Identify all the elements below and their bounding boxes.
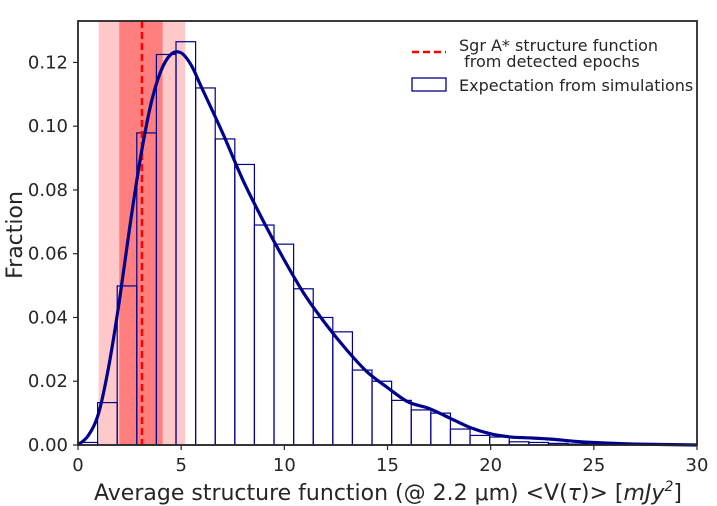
y-tick-label: 0.12 (28, 52, 68, 73)
y-ticks: 0.00 0.02 0.04 0.06 0.08 0.10 0.12 (28, 52, 78, 456)
x-axis-label-mid: )> [ (581, 481, 624, 506)
y-tick-label: 0.10 (28, 116, 68, 137)
y-tick-label: 0.02 (28, 371, 68, 392)
x-tick-label: 25 (582, 455, 605, 476)
legend-label-detected-line1: Sgr A* structure function (459, 36, 658, 55)
x-tick-label: 0 (72, 455, 83, 476)
legend-swatch-simulations (411, 77, 447, 92)
legend-label-simulations: Expectation from simulations (459, 76, 693, 95)
x-axis-label-sup: 2 (664, 479, 673, 495)
x-axis-label: Average structure function (@ 2.2 μm) <V… (94, 479, 682, 506)
kde-curve (76, 50, 698, 447)
x-tick-label: 5 (175, 455, 186, 476)
x-tick-label: 20 (479, 455, 502, 476)
x-tick-label: 10 (273, 455, 296, 476)
x-axis-label-end: ] (673, 481, 682, 506)
y-tick-label: 0.08 (28, 180, 68, 201)
y-tick-label: 0.00 (28, 435, 68, 456)
y-axis-label: Fraction (3, 191, 28, 279)
y-tick-label: 0.06 (28, 244, 68, 265)
legend-label-detected-line2: from detected epochs (459, 52, 640, 71)
legend: Sgr A* structure function from detected … (411, 36, 693, 95)
kde-curve-group (76, 50, 698, 447)
x-tick-label: 15 (376, 455, 399, 476)
y-tick-label: 0.04 (28, 307, 68, 328)
x-axis-label-unit: mJy (624, 481, 666, 506)
x-axis-label-main: Average structure function (@ 2.2 μm) <V… (94, 481, 568, 506)
x-axis-label-tau: τ (568, 481, 582, 506)
x-ticks: 0 5 10 15 20 25 30 (72, 445, 708, 476)
x-tick-label: 30 (686, 455, 709, 476)
